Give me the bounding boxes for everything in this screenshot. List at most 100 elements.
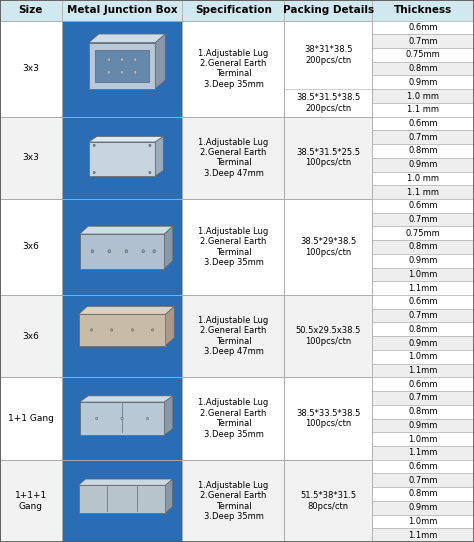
Polygon shape [155, 137, 163, 176]
Bar [372, 185, 474, 199]
Text: 38.5*29*38.5
100pcs/ctn: 38.5*29*38.5 100pcs/ctn [300, 237, 356, 257]
Bar [372, 322, 474, 336]
Bar [372, 460, 474, 473]
Bar [372, 0, 474, 21]
Text: 1.0 mm: 1.0 mm [407, 174, 439, 183]
Bar [62, 460, 182, 542]
Bar [372, 62, 474, 75]
Text: 0.8mm: 0.8mm [408, 489, 438, 499]
Bar [372, 117, 474, 131]
Text: 38.5*31.5*25.5
100pcs/ctn: 38.5*31.5*25.5 100pcs/ctn [296, 148, 360, 167]
Circle shape [125, 250, 128, 253]
Circle shape [110, 328, 113, 331]
Bar [284, 199, 372, 295]
Bar [284, 377, 372, 460]
Text: 0.8mm: 0.8mm [408, 64, 438, 73]
Bar [0, 21, 62, 117]
Text: 0.9mm: 0.9mm [409, 160, 438, 169]
Bar [284, 295, 372, 377]
Bar [95, 50, 149, 82]
Text: 51.5*38*31.5
80pcs/ctn: 51.5*38*31.5 80pcs/ctn [300, 491, 356, 511]
Circle shape [131, 328, 134, 331]
Text: 1.0mm: 1.0mm [409, 435, 438, 443]
Polygon shape [80, 234, 164, 269]
Bar [62, 377, 182, 460]
Bar [372, 89, 474, 103]
Bar [62, 21, 182, 117]
Text: 0.7mm: 0.7mm [408, 311, 438, 320]
Bar [182, 199, 284, 295]
Text: 0.6mm: 0.6mm [408, 298, 438, 306]
Bar [372, 171, 474, 185]
Circle shape [121, 417, 123, 420]
Bar [62, 117, 182, 199]
Bar [182, 460, 284, 542]
Text: 38.5*31.5*38.5
200pcs/ctn: 38.5*31.5*38.5 200pcs/ctn [296, 93, 360, 113]
Bar [372, 473, 474, 487]
Text: 3x6: 3x6 [22, 242, 39, 251]
Text: 0.8mm: 0.8mm [408, 407, 438, 416]
Bar [0, 199, 62, 295]
Text: 1.1 mm: 1.1 mm [407, 188, 439, 197]
Bar [284, 0, 372, 21]
Bar [182, 460, 284, 542]
Bar [372, 514, 474, 528]
Circle shape [149, 144, 151, 146]
Text: 0.7mm: 0.7mm [408, 37, 438, 46]
Circle shape [107, 58, 110, 61]
Bar [182, 117, 284, 199]
Bar [372, 446, 474, 460]
Bar [0, 377, 62, 460]
Text: 3x3: 3x3 [22, 64, 39, 73]
Text: Thickness: Thickness [394, 5, 452, 15]
Bar [372, 158, 474, 171]
Circle shape [153, 250, 155, 253]
Text: 0.8mm: 0.8mm [408, 325, 438, 334]
Bar [0, 295, 62, 377]
Bar [284, 460, 372, 542]
Text: 0.9mm: 0.9mm [409, 78, 438, 87]
Text: Specification: Specification [195, 5, 272, 15]
Text: 1.Adjustable Lug
2.General Earth
Terminal
3.Deep 35mm: 1.Adjustable Lug 2.General Earth Termina… [198, 398, 269, 438]
Text: 1.Adjustable Lug
2.General Earth
Terminal
3.Deep 35mm: 1.Adjustable Lug 2.General Earth Termina… [198, 481, 269, 521]
Text: 1.1 mm: 1.1 mm [407, 105, 439, 114]
Text: 0.7mm: 0.7mm [408, 393, 438, 402]
Circle shape [134, 70, 137, 74]
Bar [372, 227, 474, 240]
Text: 0.8mm: 0.8mm [408, 242, 438, 251]
Polygon shape [89, 142, 155, 176]
Circle shape [142, 250, 145, 253]
Bar [62, 21, 182, 117]
Text: 1.Adjustable Lug
2.General Earth
Terminal
3.Deep 35mm: 1.Adjustable Lug 2.General Earth Termina… [198, 227, 269, 267]
Bar [0, 460, 62, 542]
Circle shape [146, 417, 148, 420]
Text: 1.Adjustable Lug
2.General Earth
Terminal
3.Deep 35mm: 1.Adjustable Lug 2.General Earth Termina… [198, 48, 269, 89]
Bar [182, 295, 284, 377]
Text: 0.6mm: 0.6mm [408, 23, 438, 32]
Text: 1.1mm: 1.1mm [409, 448, 438, 457]
Bar [284, 460, 372, 542]
Circle shape [91, 250, 94, 253]
Bar [372, 309, 474, 322]
Bar [372, 75, 474, 89]
Circle shape [93, 144, 95, 146]
Bar [0, 117, 62, 199]
Text: 0.7mm: 0.7mm [408, 476, 438, 485]
Bar [182, 377, 284, 460]
Bar [284, 377, 372, 460]
Bar [372, 405, 474, 418]
Bar [62, 0, 182, 21]
Bar [62, 295, 182, 377]
Bar [372, 144, 474, 158]
Bar [284, 117, 372, 199]
Bar [372, 391, 474, 405]
Text: 1+1+1
Gang: 1+1+1 Gang [15, 491, 47, 511]
Bar [62, 377, 182, 460]
Bar [284, 21, 372, 117]
Text: 0.6mm: 0.6mm [408, 119, 438, 128]
Bar [284, 295, 372, 377]
Bar [372, 501, 474, 514]
Bar [372, 254, 474, 268]
Text: 0.7mm: 0.7mm [408, 215, 438, 224]
Circle shape [107, 70, 110, 74]
